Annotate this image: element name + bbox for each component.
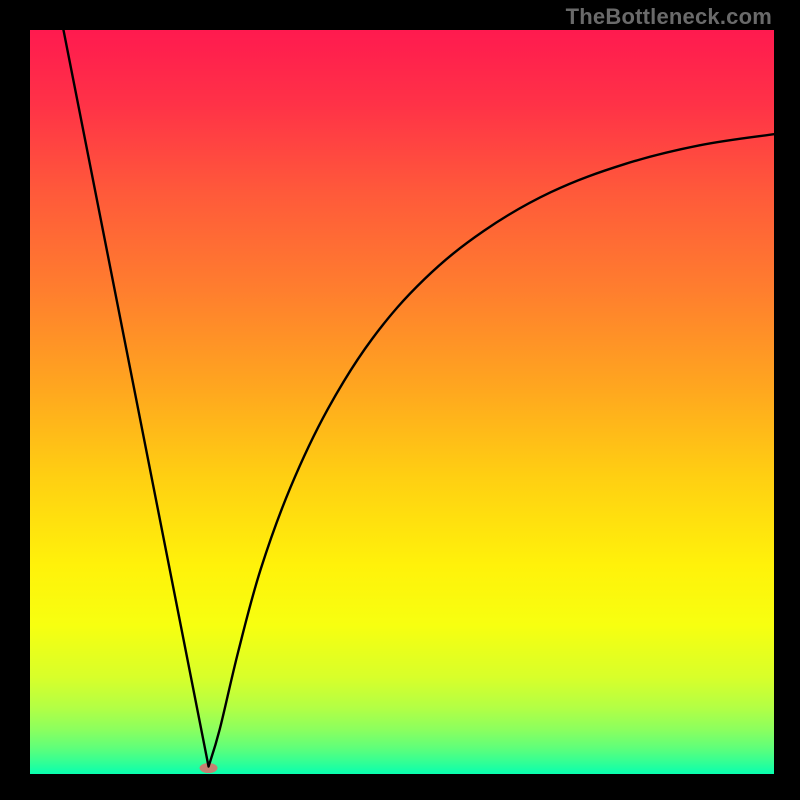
curve-layer — [30, 30, 774, 774]
watermark-text: TheBottleneck.com — [566, 4, 772, 30]
plot-area — [30, 30, 774, 774]
bottleneck-curve — [63, 30, 774, 767]
